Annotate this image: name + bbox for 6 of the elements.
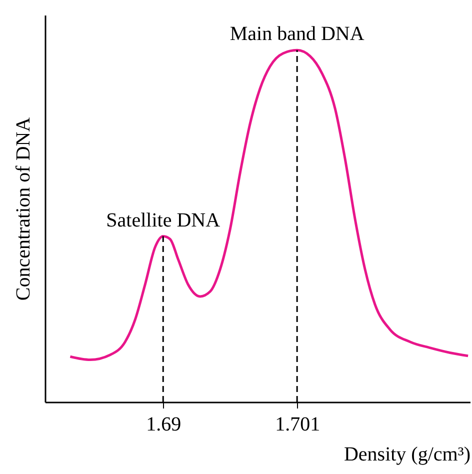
annotation: Main band DNA (230, 23, 365, 46)
annotation: Satellite DNA (106, 209, 221, 232)
x-tick-label: 1.69 (146, 414, 182, 436)
x-axis-title: Density (g/cm³) (344, 444, 470, 466)
y-axis-title: Concentration of DNA (12, 116, 34, 301)
x-tick-label: 1.701 (275, 414, 320, 436)
